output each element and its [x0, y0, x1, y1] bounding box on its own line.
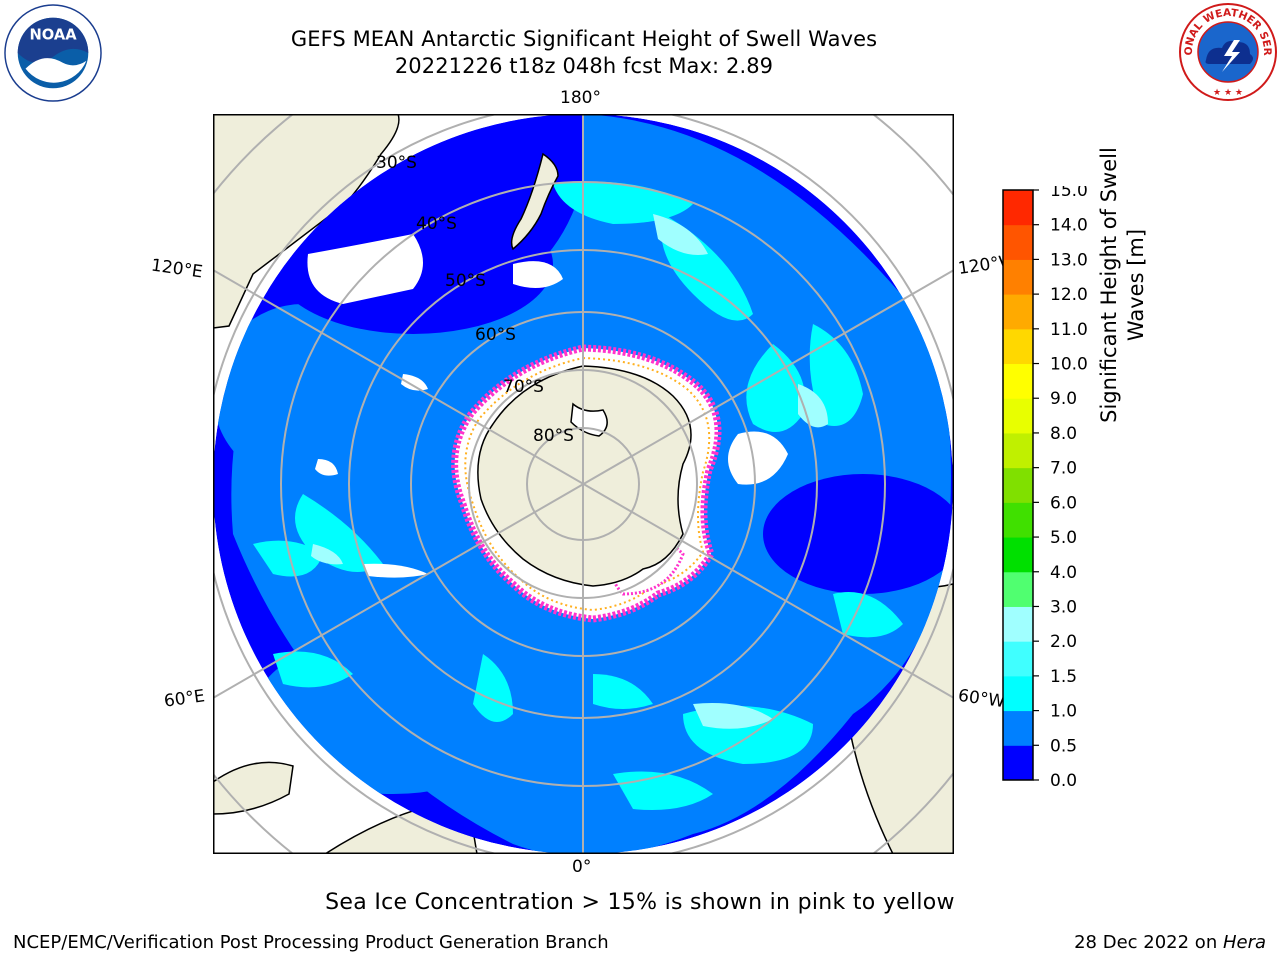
colorbar-tick-label: 13.0 — [1050, 250, 1088, 270]
noaa-logo-text: NOAA — [29, 26, 77, 43]
svg-text:★ ★ ★: ★ ★ ★ — [1213, 88, 1243, 98]
colorbar-border — [1002, 189, 1034, 781]
colorbar-tick-label: 9.0 — [1050, 389, 1077, 409]
colorbar-tick-label: 1.5 — [1050, 667, 1077, 687]
colorbar-bin — [1003, 571, 1033, 607]
colorbar-tick-label: 14.0 — [1050, 216, 1088, 236]
colorbar-tick-label: 15.0 — [1050, 186, 1088, 201]
colorbar-bin — [1003, 606, 1033, 642]
graticule — [213, 114, 954, 854]
colorbar-bin — [1003, 710, 1033, 746]
colorbar-tick-label: 1.0 — [1050, 702, 1077, 722]
new-zealand — [510, 152, 559, 251]
lon-label-60e: 60°E — [162, 686, 207, 712]
footer-credit: NCEP/EMC/Verification Post Processing Pr… — [13, 932, 609, 953]
colorbar-tick-label: 2.0 — [1050, 632, 1077, 652]
chart-title: GEFS MEAN Antarctic Significant Height o… — [290, 27, 878, 51]
colorbar-bin — [1003, 641, 1033, 677]
lat-label-70s: 70°S — [503, 377, 544, 397]
lon-label-0: 0° — [572, 857, 592, 877]
lat-label-40s: 40°S — [416, 214, 457, 234]
colorbar-bin — [1003, 190, 1033, 226]
colorbar-bin — [1003, 259, 1033, 295]
colorbar-label-line-1: Significant Height of Swell — [1097, 147, 1121, 423]
colorbar-bin — [1003, 328, 1033, 365]
chart-subtitle: 20221226 t18z 048h fcst Max: 2.89 — [394, 54, 774, 78]
lat-label-50s: 50°S — [445, 271, 486, 291]
colorbar-label-line-2: Waves [m] — [1124, 228, 1148, 342]
colorbar-bin — [1003, 537, 1033, 573]
lat-label-80s: 80°S — [533, 426, 574, 446]
colorbar-tick-label: 4.0 — [1050, 563, 1077, 583]
colorbar-bin — [1003, 398, 1033, 434]
nws-logo: NATIONAL WEATHER SERVICE ★ ★ ★ — [1178, 2, 1277, 101]
footer-date: 28 Dec 2022 on Hera — [1074, 932, 1266, 953]
colorbar-bin — [1003, 502, 1033, 538]
colorbar-bin — [1003, 675, 1033, 712]
colorbar-tick-label: 5.0 — [1050, 528, 1077, 548]
lat-label-30s: 30°S — [376, 153, 417, 173]
map-panel[interactable]: 30°S 40°S 50°S 60°S 70°S 80°S — [213, 114, 954, 854]
colorbar-bin — [1003, 294, 1033, 330]
colorbar-bin — [1003, 224, 1033, 260]
lat-label-60s: 60°S — [475, 325, 516, 345]
colorbar-tick-label: 0.0 — [1050, 771, 1077, 786]
colorbar-bin — [1003, 432, 1033, 469]
colorbar-bin — [1003, 467, 1033, 503]
polar-map[interactable]: 30°S 40°S 50°S 60°S 70°S 80°S — [213, 114, 954, 854]
footer-host: Hera — [1222, 932, 1266, 953]
swell-light-patches — [311, 214, 828, 729]
colorbar: 0.0 0.5 1.0 1.5 2.0 3.0 4.0 5.0 6.0 7.0 8.0 9.0 10.0… — [1000, 181, 1200, 791]
colorbar-tick-label: 6.0 — [1050, 493, 1077, 513]
colorbar-label: Significant Height of Swell Waves [m] — [1096, 85, 1152, 485]
lon-label-60w: 60°W — [956, 685, 1007, 713]
colorbar-tick-label: 11.0 — [1050, 320, 1088, 340]
ice-note: Sea Ice Concentration > 15% is shown in … — [325, 890, 955, 915]
colorbar-tick-label: 8.0 — [1050, 424, 1077, 444]
data-gaps — [307, 234, 788, 578]
map-border — [213, 114, 954, 854]
footer-date-text: 28 Dec 2022 on — [1074, 932, 1223, 953]
lon-label-120e: 120°E — [149, 255, 204, 283]
colorbar-svg: 0.0 0.5 1.0 1.5 2.0 3.0 4.0 5.0 6.0 7.0 8.0 9.0 10.0… — [1002, 181, 1088, 791]
noaa-logo: NOAA — [4, 4, 102, 102]
colorbar-tick-label: 3.0 — [1050, 597, 1077, 617]
lon-label-180: 180° — [560, 88, 601, 108]
colorbar-bin — [1003, 363, 1033, 399]
colorbar-bin — [1003, 745, 1033, 781]
colorbar-tick-label: 10.0 — [1050, 355, 1088, 375]
antarctica — [477, 365, 692, 587]
colorbar-tick-label: 12.0 — [1050, 285, 1088, 305]
ocean-low-patch-east — [763, 474, 953, 594]
colorbar-tick-label: 0.5 — [1050, 736, 1077, 756]
colorbar-tick-label: 7.0 — [1050, 459, 1077, 479]
